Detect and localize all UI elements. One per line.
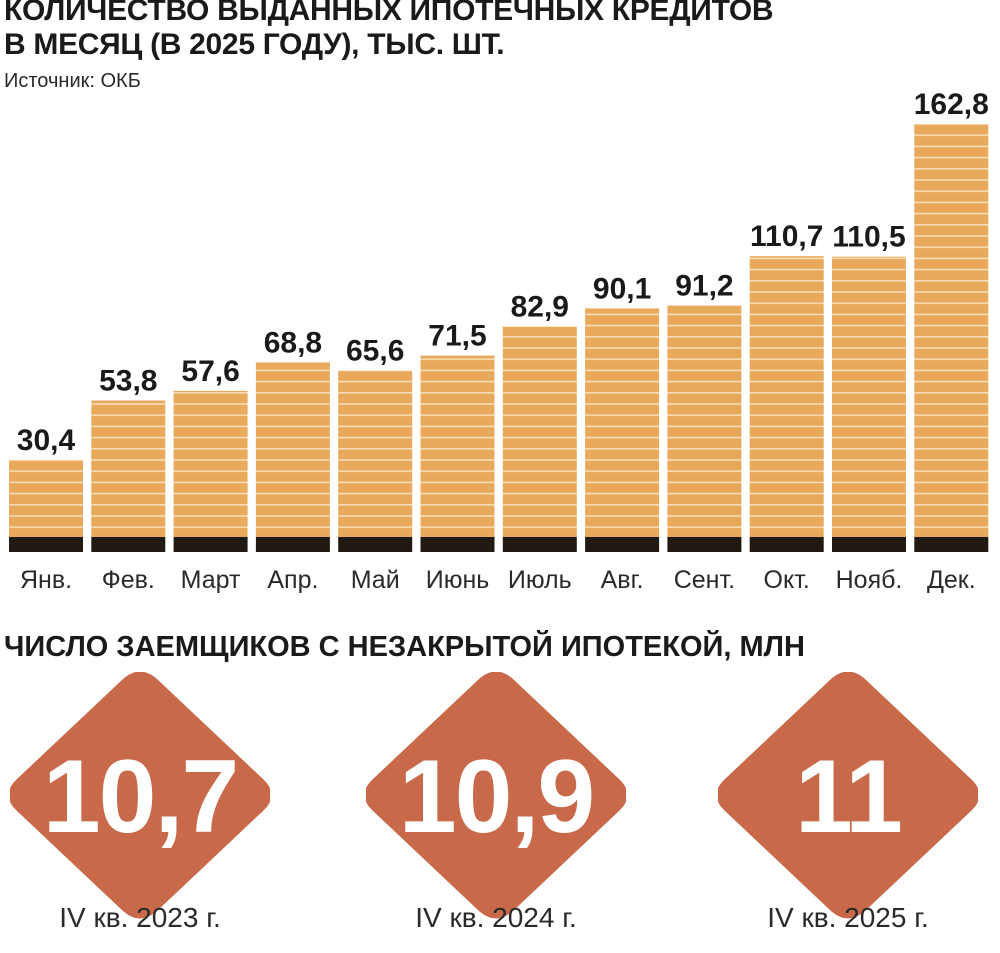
x-tick-label: Сент. (674, 566, 735, 594)
diamond-shape (718, 672, 978, 919)
bar (667, 305, 742, 537)
data-label: 57,6 (181, 355, 239, 388)
kpi-period: IV кв. 2024 г. (415, 902, 577, 933)
source-note: Источник: ОКБ (4, 70, 141, 92)
bar-base (667, 537, 742, 552)
bar-base (749, 537, 824, 552)
kpi-value: 10,7 (42, 738, 239, 855)
bar (749, 256, 824, 537)
x-tick-label: Янв. (20, 566, 72, 594)
bar-base (91, 537, 166, 552)
bar (9, 459, 83, 537)
bar-base (420, 537, 495, 552)
x-tick-label: Май (351, 566, 400, 594)
bar-base (338, 537, 413, 552)
x-tick-label: Дек. (927, 566, 976, 594)
data-label: 53,8 (99, 365, 157, 398)
x-tick-label: Авг. (601, 566, 644, 594)
bar-base (832, 537, 906, 552)
kpi-period: IV кв. 2023 г. (59, 902, 221, 933)
data-label: 162,8 (914, 88, 989, 121)
data-label: 91,2 (675, 270, 733, 303)
bar (173, 390, 248, 537)
kpi-card-2023: 10,7 IV кв. 2023 г. (10, 672, 270, 952)
data-label: 110,5 (832, 221, 905, 254)
bars-layer: 30,4 Янв. 53,8 Фев. 57,6 Март 68,8 Апр. 65,6 Май 7… (9, 88, 989, 594)
chart-title: КОЛИЧЕСТВО ВЫДАННЫХ ИПОТЕЧНЫХ КРЕДИТОВ В… (4, 0, 774, 62)
kpi-value: 11 (795, 738, 903, 855)
x-tick-label: Окт. (764, 566, 810, 594)
kpi-value: 10,9 (398, 738, 595, 855)
bar-base (914, 537, 989, 552)
data-label: 71,5 (428, 320, 486, 353)
kpi-card-2025: 11 IV кв. 2025 г. (718, 672, 978, 952)
chart-title-line-2: В МЕСЯЦ (В 2025 ГОДУ), ТЫС. ШТ. (4, 28, 505, 61)
bar-base (9, 537, 83, 552)
bar (420, 355, 495, 537)
diamond-shape (10, 672, 270, 919)
bar (914, 124, 989, 537)
bar (502, 326, 577, 537)
bar (832, 256, 906, 537)
bar-base (502, 537, 577, 552)
data-label: 82,9 (511, 291, 569, 324)
bar-base (255, 537, 330, 552)
borrowers-title: ЧИСЛО ЗАЕМЩИКОВ С НЕЗАКРЫТОЙ ИПОТЕКОЙ, М… (4, 631, 805, 663)
x-tick-label: Фев. (102, 566, 155, 594)
bar-base (585, 537, 660, 552)
bar (585, 308, 660, 537)
x-tick-label: Июнь (426, 566, 490, 594)
bar (91, 400, 166, 537)
x-tick-label: Март (181, 566, 241, 594)
bar-chart: 30,4 Янв. 53,8 Фев. 57,6 Март 68,8 Апр. 65,6 Май 7… (9, 88, 989, 594)
bar (255, 362, 330, 537)
x-tick-label: Нояб. (836, 566, 903, 594)
data-label: 110,7 (750, 220, 823, 253)
kpi-period: IV кв. 2025 г. (767, 902, 929, 933)
data-label: 65,6 (346, 335, 404, 368)
data-label: 90,1 (593, 272, 651, 305)
chart-title-line-1: КОЛИЧЕСТВО ВЫДАННЫХ ИПОТЕЧНЫХ КРЕДИТОВ (4, 0, 774, 27)
data-label: 30,4 (17, 424, 76, 457)
bar-base (173, 537, 248, 552)
x-tick-label: Апр. (267, 566, 318, 594)
data-label: 68,8 (264, 326, 322, 359)
bar (338, 370, 413, 537)
kpi-card-2024: 10,9 IV кв. 2024 г. (366, 672, 626, 952)
diamond-shape (366, 672, 626, 919)
x-tick-label: Июль (508, 566, 572, 594)
